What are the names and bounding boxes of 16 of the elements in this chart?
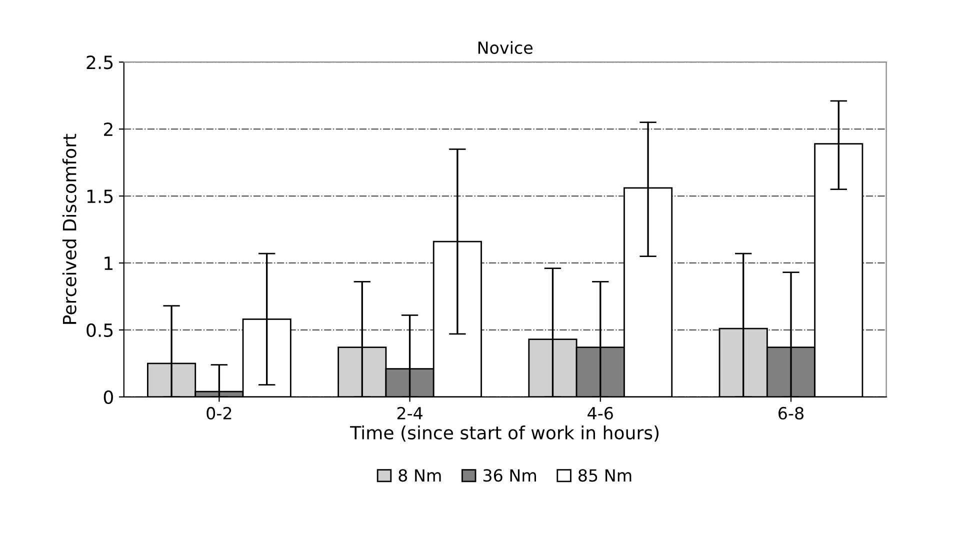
y-tick-label: 2.5 [86,56,113,70]
chart-title: Novice [478,41,532,54]
x-tick-label: 6-8 [778,406,804,420]
y-tick-label: 2 [104,122,112,136]
x-axis-title: Time (since start of work in hours) [350,426,659,442]
y-tick-label: 0 [104,390,113,404]
legend-label: 85 Nm [578,469,632,482]
x-tick-label: 4-6 [588,406,613,420]
x-tick-label: 0-2 [206,406,232,420]
legend-label: 36 Nm [483,469,536,482]
y-tick-label: 1 [104,256,112,270]
y-tick-label: 0.5 [86,323,113,338]
y-axis-title: Perceived Discomfort [62,134,76,324]
x-tick-label: 2-4 [397,406,422,420]
legend-label: 8 Nm [398,469,441,482]
y-tick-label: 1.5 [87,190,113,204]
